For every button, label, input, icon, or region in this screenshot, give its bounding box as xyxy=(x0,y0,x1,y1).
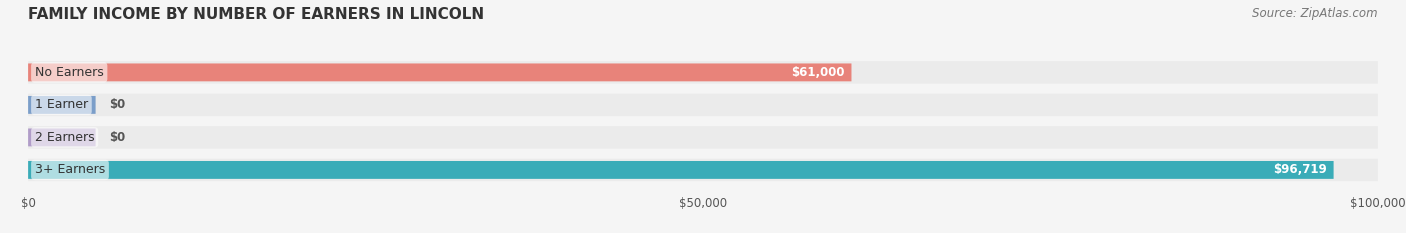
FancyBboxPatch shape xyxy=(28,159,1378,181)
Text: 2 Earners: 2 Earners xyxy=(35,131,94,144)
Text: 3+ Earners: 3+ Earners xyxy=(35,163,105,176)
Text: $0: $0 xyxy=(110,98,125,111)
FancyBboxPatch shape xyxy=(28,161,1334,179)
Text: $61,000: $61,000 xyxy=(792,66,845,79)
FancyBboxPatch shape xyxy=(28,126,1378,149)
FancyBboxPatch shape xyxy=(28,128,96,146)
Text: $0: $0 xyxy=(110,131,125,144)
FancyBboxPatch shape xyxy=(28,94,1378,116)
Text: FAMILY INCOME BY NUMBER OF EARNERS IN LINCOLN: FAMILY INCOME BY NUMBER OF EARNERS IN LI… xyxy=(28,7,484,22)
FancyBboxPatch shape xyxy=(28,63,852,81)
Text: No Earners: No Earners xyxy=(35,66,104,79)
Text: Source: ZipAtlas.com: Source: ZipAtlas.com xyxy=(1253,7,1378,20)
Text: 1 Earner: 1 Earner xyxy=(35,98,89,111)
Text: $96,719: $96,719 xyxy=(1272,163,1327,176)
FancyBboxPatch shape xyxy=(28,96,96,114)
FancyBboxPatch shape xyxy=(28,61,1378,84)
